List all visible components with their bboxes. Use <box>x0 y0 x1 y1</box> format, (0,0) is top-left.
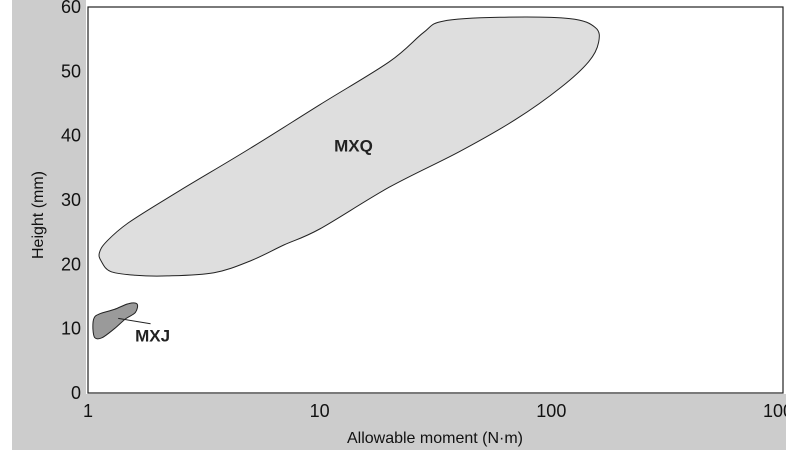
left-margin-band <box>12 0 86 450</box>
y-axis-label: Height (mm) <box>30 171 47 259</box>
label-pointer-mxj <box>118 317 151 325</box>
x-axis-label: Allowable moment (N·m) <box>347 430 523 447</box>
y-tick-label: 60 <box>61 0 81 17</box>
x-tick-label: 100 <box>536 401 566 421</box>
region-label-mxq: MXQ <box>334 136 373 155</box>
region-labels: MXQ MXJ <box>118 136 373 346</box>
x-tick-label: 1000 <box>763 401 786 421</box>
regions <box>92 16 600 340</box>
y-tick-label: 0 <box>71 383 81 403</box>
region-label-mxj: MXJ <box>135 327 170 346</box>
y-tick-label: 20 <box>61 254 81 274</box>
bottom-margin-band <box>12 394 786 450</box>
x-tick-label: 1 <box>83 401 93 421</box>
y-tick-label: 10 <box>61 319 81 339</box>
region-mxq <box>98 16 600 277</box>
region-mxj <box>92 302 139 340</box>
y-tick-label: 30 <box>61 190 81 210</box>
y-tick-labels: 0 10 20 30 40 50 60 <box>61 0 81 403</box>
x-tick-labels: 1 10 100 1000 <box>83 401 786 421</box>
y-tick-label: 50 <box>61 61 81 81</box>
y-tick-label: 40 <box>61 126 81 146</box>
x-tick-label: 10 <box>310 401 330 421</box>
